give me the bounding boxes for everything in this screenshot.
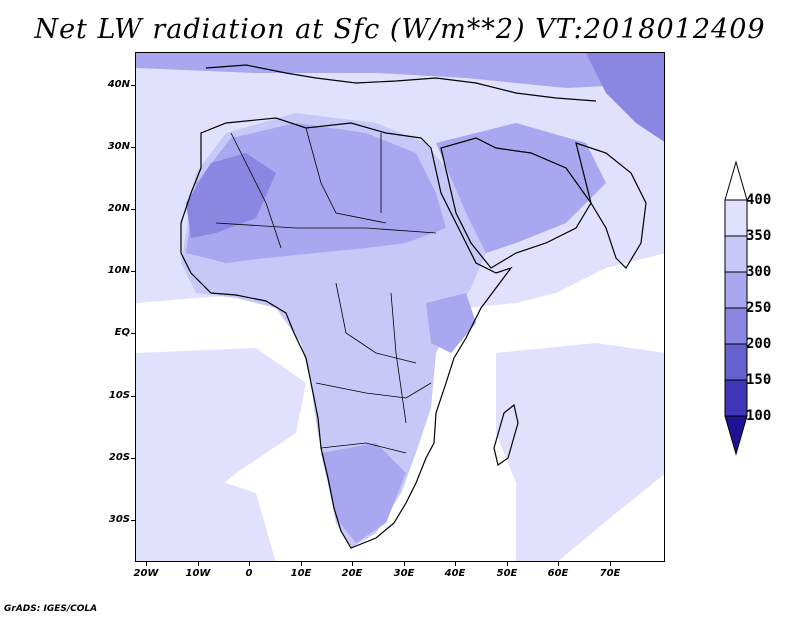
- lon-label-0: 0: [245, 568, 253, 579]
- lon-tick-40e: [455, 562, 456, 566]
- field-region-arabia-high: [436, 123, 606, 253]
- colorbar-label-200: 200: [746, 336, 772, 352]
- grads-credit: GrADS: IGES/COLA: [4, 604, 98, 614]
- map-panel: [135, 52, 665, 562]
- lat-tick-40n: [131, 85, 135, 86]
- lon-label-40e: 40E: [444, 568, 466, 579]
- lat-label-eq: EQ: [114, 327, 130, 338]
- africa-coastline: [180, 117, 513, 549]
- colorbar-bin-250-300: [724, 271, 748, 309]
- lon-label-10e: 10E: [290, 568, 312, 579]
- lat-label-20s: 20S: [108, 452, 130, 463]
- colorbar-label-150: 150: [746, 372, 772, 388]
- field-region-south-africa-high: [321, 443, 406, 543]
- lat-tick-30s: [131, 520, 135, 521]
- field-region-sahara-very-high: [186, 153, 276, 238]
- lon-tick-20e: [352, 562, 353, 566]
- colorbar-bin-100-150: [724, 379, 748, 417]
- lon-tick-60e: [558, 562, 559, 566]
- europe-coast: [205, 64, 597, 102]
- lon-label-20w: 20W: [133, 568, 159, 579]
- field-region-east-africa-high: [426, 293, 476, 353]
- lon-tick-10e: [301, 562, 302, 566]
- field-region-europe-high: [136, 53, 664, 88]
- lat-label-20n: 20N: [107, 203, 130, 214]
- country-borders: [215, 127, 437, 454]
- colorbar-bottom-arrow: [724, 415, 748, 456]
- lat-label-10n: 10N: [107, 265, 130, 276]
- lon-label-30e: 30E: [393, 568, 415, 579]
- lat-label-30n: 30N: [107, 141, 130, 152]
- lon-tick-50e: [507, 562, 508, 566]
- colorbar-label-350: 350: [746, 228, 772, 244]
- colorbar-top-arrow: [724, 160, 748, 201]
- india-outline: [575, 142, 647, 269]
- lat-label-30s: 30S: [108, 514, 130, 525]
- lon-label-70e: 70E: [599, 568, 621, 579]
- map-title: Net LW radiation at Sfc (W/m**2) VT:2018…: [34, 14, 766, 45]
- colorbar-bin-150-200: [724, 343, 748, 381]
- lat-tick-20n: [131, 209, 135, 210]
- radiation-field-map: [136, 53, 664, 561]
- madagascar-outline: [493, 403, 519, 466]
- colorbar-bin-300-350: [724, 235, 748, 273]
- lat-tick-30n: [131, 147, 135, 148]
- lon-label-10w: 10W: [185, 568, 211, 579]
- colorbar-bin-350-400: [724, 199, 748, 237]
- lat-tick-eq: [131, 333, 135, 334]
- lon-tick-20w: [146, 562, 147, 566]
- field-region-himalaya-extreme: [586, 53, 664, 142]
- lat-label-10s: 10S: [108, 390, 130, 401]
- colorbar-label-100: 100: [746, 408, 772, 424]
- field-region-sw-ocean-light: [136, 473, 276, 561]
- lon-label-60e: 60E: [547, 568, 569, 579]
- colorbar-label-250: 250: [746, 300, 772, 316]
- lat-tick-20s: [131, 458, 135, 459]
- lon-tick-0: [249, 562, 250, 566]
- field-region-east-ocean-light: [496, 343, 664, 561]
- lat-label-40n: 40N: [107, 79, 130, 90]
- lon-label-20e: 20E: [341, 568, 363, 579]
- lon-tick-30e: [404, 562, 405, 566]
- lon-tick-70e: [610, 562, 611, 566]
- colorbar-bin-200-250: [724, 307, 748, 345]
- arabia-outline: [440, 137, 592, 269]
- lat-tick-10s: [131, 396, 135, 397]
- colorbar-label-300: 300: [746, 264, 772, 280]
- colorbar-label-400: 400: [746, 192, 772, 208]
- coastlines: [180, 64, 647, 549]
- lat-tick-10n: [131, 271, 135, 272]
- lon-label-50e: 50E: [496, 568, 518, 579]
- colorbar: [724, 160, 748, 456]
- lon-tick-10w: [198, 562, 199, 566]
